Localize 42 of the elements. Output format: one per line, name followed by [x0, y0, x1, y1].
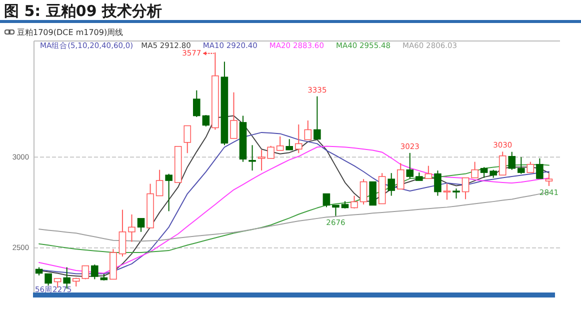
candlestick	[230, 92, 238, 139]
candlestick	[322, 193, 330, 208]
candlestick	[424, 165, 432, 180]
candlestick	[314, 96, 321, 140]
candlestick	[526, 161, 534, 174]
candlestick	[332, 204, 340, 216]
candlestick	[91, 264, 98, 280]
candlestick	[369, 181, 376, 206]
candlestick	[294, 124, 302, 154]
candlestick	[388, 172, 395, 196]
candlestick	[248, 144, 256, 172]
candlestick	[137, 218, 145, 232]
candlestick	[443, 183, 451, 200]
candlestick	[452, 188, 460, 199]
candlestick	[156, 169, 164, 196]
chart-subtitle: 豆粕1709(DCE m1709)周线	[17, 28, 124, 37]
candlestick	[545, 173, 553, 186]
chart-title: 图 5: 豆粕09 技术分析	[4, 2, 162, 20]
candlestick	[396, 162, 404, 190]
candlestick	[518, 156, 525, 174]
candlestick	[360, 178, 368, 205]
candlestick	[462, 177, 470, 200]
candlestick	[276, 136, 284, 151]
candlestick	[128, 214, 136, 242]
candlestick	[202, 114, 210, 127]
candlestick	[184, 125, 192, 154]
candlestick	[304, 120, 312, 140]
candlestick	[536, 158, 544, 180]
candlestick	[44, 273, 52, 286]
candlestick	[471, 161, 478, 178]
candlestick	[406, 152, 414, 180]
candlestick	[286, 138, 294, 150]
candlestick	[258, 149, 266, 172]
candlestick	[434, 170, 442, 196]
candlestick	[165, 173, 172, 212]
candlestick	[350, 195, 358, 209]
candlestick	[480, 166, 488, 178]
candlestick	[193, 90, 200, 118]
candlestick	[498, 151, 506, 176]
candlestick	[508, 151, 516, 170]
candlestick	[118, 209, 126, 258]
candlestick	[267, 145, 274, 159]
